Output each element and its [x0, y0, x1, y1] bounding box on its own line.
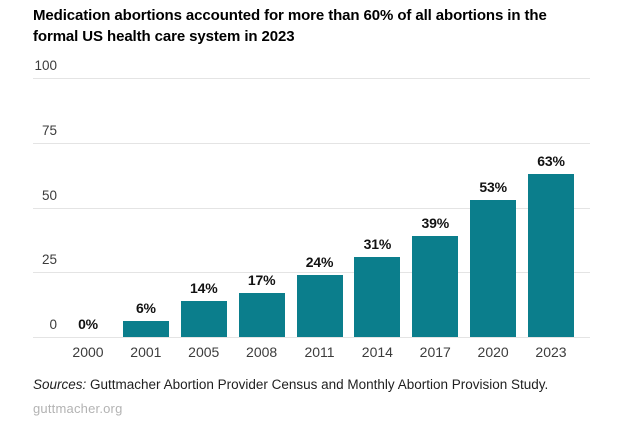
- y-tick-label: 50: [41, 187, 57, 203]
- sources-line: Sources: Guttmacher Abortion Provider Ce…: [33, 377, 603, 392]
- bar-value-label: 63%: [537, 152, 565, 169]
- y-tick-label: 25: [41, 252, 57, 268]
- gridline: [33, 142, 590, 144]
- gridline: [33, 207, 590, 209]
- x-tick-label: 2008: [246, 344, 278, 360]
- site-credit: guttmacher.org: [33, 401, 123, 416]
- bar: [180, 300, 227, 337]
- bar: [238, 292, 285, 337]
- bar-value-label: 17%: [247, 271, 276, 288]
- x-tick-label: 2020: [477, 344, 509, 360]
- sources-text: Guttmacher Abortion Provider Census and …: [86, 377, 549, 392]
- bar: [122, 321, 169, 337]
- y-tick-label: 100: [34, 58, 57, 73]
- x-tick-label: 2005: [188, 344, 220, 360]
- bar: [528, 173, 574, 337]
- x-tick-label: 2023: [535, 344, 567, 360]
- x-axis: 2000 2001 2005 2008 2011 2014 2017 2020 2023: [33, 344, 590, 362]
- bar-value-label: 0%: [78, 316, 98, 332]
- x-tick-label: 2017: [419, 344, 451, 360]
- y-tick-label: 0: [49, 317, 57, 332]
- bar: [412, 235, 459, 337]
- bar-value-label: 24%: [305, 253, 334, 270]
- chart-title: Medication abortions accounted for more …: [33, 7, 547, 46]
- bar-value-label: 39%: [421, 214, 450, 231]
- bar: [296, 274, 343, 337]
- bar: [354, 256, 401, 337]
- x-tick-label: 2011: [304, 344, 335, 360]
- plot-area: 0% 6% 14% 17% 24% 31% 39% 53% 63%: [33, 78, 590, 338]
- gridline: [33, 272, 590, 274]
- gridline: [33, 337, 590, 338]
- x-tick-label: 2014: [361, 344, 393, 360]
- sources-label: Sources:: [33, 377, 87, 392]
- bar: [470, 199, 517, 337]
- bar-value-label: 14%: [190, 279, 218, 296]
- gridline: [33, 78, 590, 79]
- x-tick-label: 2001: [130, 344, 162, 360]
- bar-value-label: 31%: [363, 235, 392, 252]
- bar-value-label: 53%: [479, 178, 507, 195]
- bar-value-label: 6%: [135, 300, 156, 317]
- y-tick-label: 75: [41, 122, 57, 138]
- y-axis: 0 25 50 75 100: [0, 58, 57, 337]
- x-tick-label: 2000: [72, 344, 104, 360]
